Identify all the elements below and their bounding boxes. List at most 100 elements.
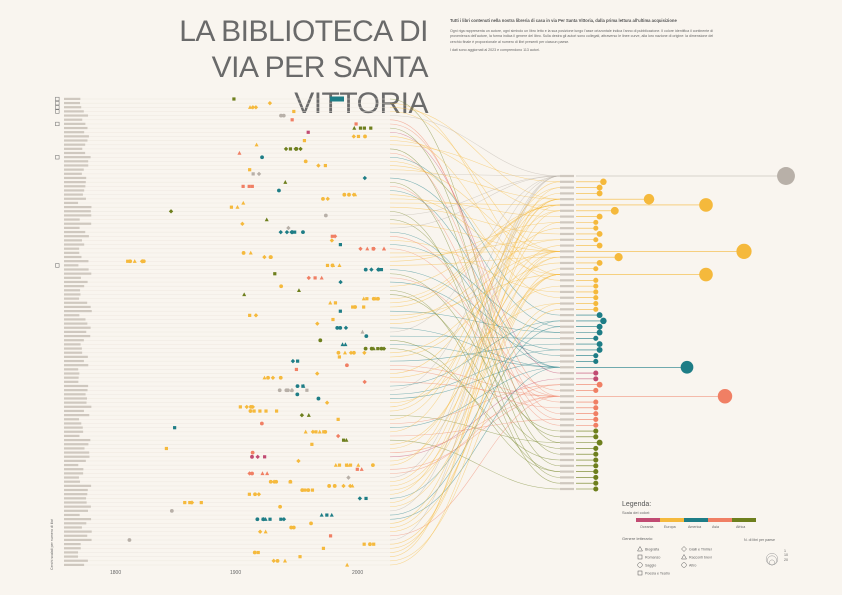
book-mark [256, 171, 262, 177]
book-mark [168, 209, 174, 214]
book-mark [283, 180, 288, 184]
country-circle [593, 225, 599, 231]
country-circle [593, 376, 599, 382]
book-mark [164, 446, 169, 451]
book-mark [337, 263, 342, 268]
author-label [64, 122, 86, 125]
country-label [560, 371, 574, 375]
book-mark [337, 355, 342, 359]
book-mark [264, 409, 268, 413]
author-label [64, 289, 81, 292]
book-mark [303, 488, 307, 492]
country-circle [699, 267, 713, 282]
book-mark [373, 296, 378, 301]
book-mark [126, 259, 130, 263]
country-circle [614, 253, 623, 262]
country-circle [596, 213, 603, 220]
book-mark [288, 147, 293, 151]
country-label [560, 429, 574, 433]
book-mark [251, 172, 255, 176]
country-label [560, 377, 574, 380]
row-marker [55, 105, 60, 110]
book-mark [342, 350, 347, 355]
book-mark [330, 96, 344, 102]
book-mark [333, 462, 338, 467]
country-label [560, 447, 574, 450]
book-mark [314, 371, 320, 376]
row-marker [55, 101, 60, 106]
swatch-label: Oceania [640, 525, 653, 529]
book-mark [335, 325, 340, 330]
author-label [64, 547, 81, 550]
flow-link [389, 303, 561, 532]
country-circle [596, 439, 603, 446]
flow-link [389, 361, 561, 399]
title-line-2: VIA PER SANTA VITTORIA [211, 51, 429, 120]
book-mark [296, 288, 301, 292]
author-label [64, 160, 89, 163]
book-mark [371, 247, 376, 251]
legend-size-label: N. di libri per paese [744, 538, 775, 542]
flow-link [389, 187, 561, 408]
country-label [560, 470, 574, 473]
author-label [64, 484, 92, 487]
size-circle [767, 555, 777, 566]
book-mark [363, 346, 368, 351]
author-label [64, 497, 87, 500]
author-label [64, 368, 79, 371]
author-label [64, 334, 91, 338]
author-label [64, 214, 92, 217]
book-mark [318, 338, 323, 343]
legend-scale-label: Scala dei colori: [622, 510, 650, 515]
book-mark [343, 325, 349, 331]
author-label [64, 318, 86, 321]
author-label [64, 480, 81, 483]
author-label [64, 347, 82, 350]
book-mark [331, 317, 335, 322]
author-label [64, 472, 84, 475]
flow-link [389, 186, 561, 426]
country-circle [593, 405, 599, 411]
book-mark [336, 350, 341, 355]
country-label [560, 285, 574, 288]
author-label [64, 255, 82, 259]
author-label [64, 389, 88, 392]
book-mark [264, 217, 269, 222]
book-mark [278, 375, 283, 380]
row-marker [55, 109, 60, 114]
flow-link [389, 251, 561, 354]
book-mark [241, 251, 246, 255]
book-mark [328, 534, 333, 538]
country-circle [600, 317, 607, 325]
genre-label: Altro [689, 564, 696, 568]
country-label [560, 482, 574, 485]
book-mark [238, 405, 242, 409]
swatch-africa [732, 518, 756, 522]
book-mark [292, 109, 296, 114]
book-mark [354, 122, 358, 126]
author-label [64, 405, 92, 408]
book-mark [289, 525, 294, 530]
book-mark [189, 500, 195, 505]
genre-shape [637, 562, 643, 568]
book-mark [332, 234, 338, 239]
book-mark [247, 184, 251, 188]
book-mark [309, 521, 313, 526]
author-labels [64, 97, 92, 566]
book-mark [268, 479, 273, 484]
book-mark [352, 350, 356, 355]
book-mark [362, 305, 366, 309]
country-circle [593, 358, 599, 365]
flow-link [389, 115, 561, 177]
flow-link [389, 198, 561, 420]
author-label [64, 463, 79, 467]
book-mark [296, 458, 301, 464]
swatch-label: America [688, 525, 701, 529]
book-mark [333, 301, 338, 305]
author-label [64, 359, 84, 363]
book-mark [241, 184, 245, 188]
country-circle [593, 428, 599, 434]
book-mark [289, 388, 295, 393]
flow-link [389, 173, 561, 177]
